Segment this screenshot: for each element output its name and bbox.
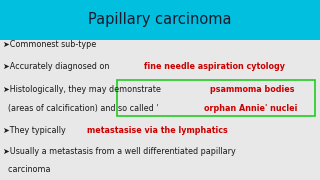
Text: ➤Histologically, they may demonstrate: ➤Histologically, they may demonstrate [3, 85, 164, 94]
Text: ➤They typically: ➤They typically [3, 126, 68, 135]
Bar [0, 0, 320, 40]
Text: carcinoma: carcinoma [3, 165, 51, 174]
Text: fine needle aspiration cytology: fine needle aspiration cytology [144, 62, 285, 71]
Text: (areas of calcification) and so called ': (areas of calcification) and so called ' [3, 104, 159, 113]
Text: Papillary carcinoma: Papillary carcinoma [88, 12, 232, 27]
Text: ➤Usually a metastasis from a well differentiated papillary: ➤Usually a metastasis from a well differ… [3, 147, 236, 156]
Text: psammoma bodies: psammoma bodies [210, 85, 295, 94]
Text: ➤Accurately diagnosed on: ➤Accurately diagnosed on [3, 62, 112, 71]
Text: orphan Annie' nuclei: orphan Annie' nuclei [204, 104, 297, 113]
Bar [117, 80, 315, 116]
Text: ➤Commonest sub-type: ➤Commonest sub-type [3, 40, 99, 49]
Text: metastasise via the lymphatics: metastasise via the lymphatics [87, 126, 228, 135]
